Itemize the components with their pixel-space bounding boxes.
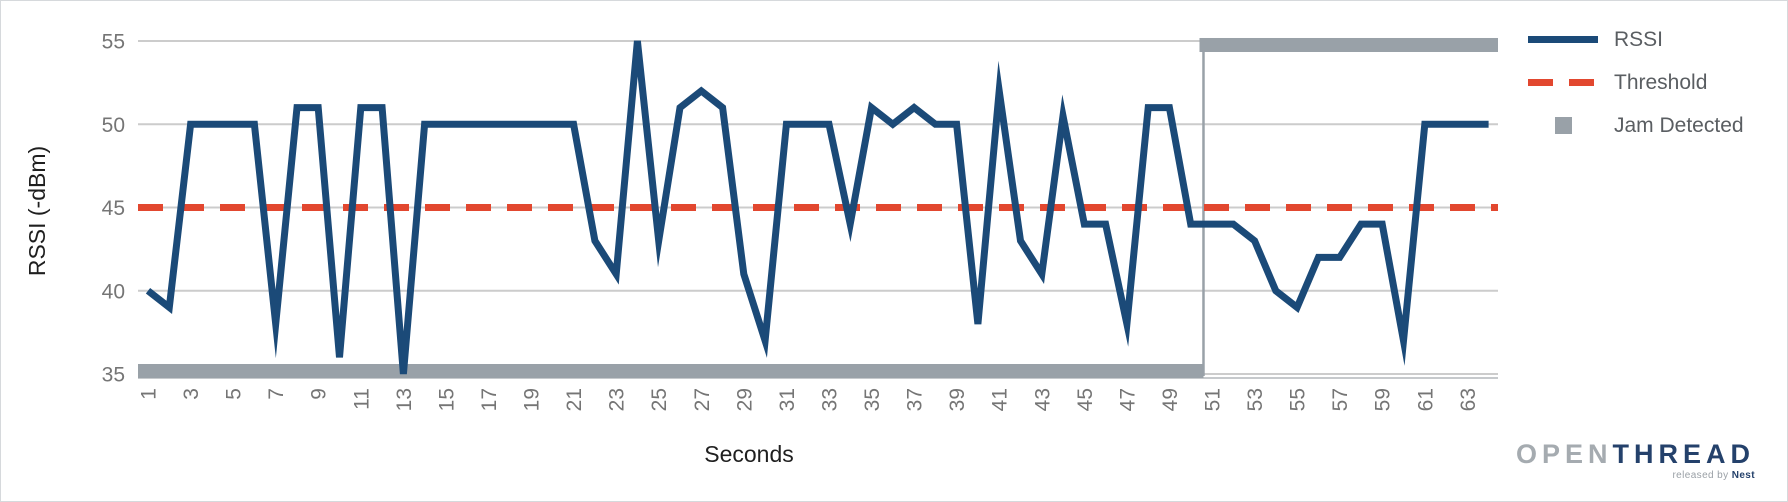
rssi-line-swatch bbox=[1528, 36, 1598, 43]
legend-item-threshold: Threshold bbox=[1528, 61, 1744, 104]
chart-legend: RSSI Threshold Jam Detected bbox=[1528, 18, 1744, 147]
x-tick-label: 27 bbox=[691, 388, 714, 411]
x-tick-label: 35 bbox=[861, 388, 884, 411]
x-tick-label: 5 bbox=[223, 388, 246, 400]
x-tick-label: 49 bbox=[1159, 388, 1182, 411]
x-tick-label: 25 bbox=[648, 388, 671, 411]
x-tick-label: 37 bbox=[904, 388, 927, 411]
x-tick-label: 17 bbox=[478, 388, 501, 411]
legend-label-rssi: RSSI bbox=[1614, 27, 1664, 51]
y-tick-label: 35 bbox=[102, 364, 125, 387]
legend-label-threshold: Threshold bbox=[1614, 70, 1708, 94]
openthread-logo: OPENTHREAD released by Nest bbox=[1516, 441, 1755, 482]
x-tick-label: 47 bbox=[1116, 388, 1139, 411]
threshold-dash-swatch bbox=[1528, 79, 1598, 86]
legend-item-rssi: RSSI bbox=[1528, 18, 1744, 61]
logo-open-text: OPEN bbox=[1515, 439, 1613, 469]
x-tick-label: 39 bbox=[946, 388, 969, 411]
logo-tagline: released by Nest bbox=[1516, 470, 1755, 481]
legend-item-jam-detected: Jam Detected bbox=[1528, 104, 1744, 147]
legend-label-jam-detected: Jam Detected bbox=[1614, 113, 1744, 137]
x-tick-label: 3 bbox=[180, 388, 203, 400]
x-tick-label: 57 bbox=[1329, 388, 1352, 411]
x-tick-label: 31 bbox=[776, 388, 799, 411]
x-axis-title: Seconds bbox=[704, 441, 794, 467]
jam-bar-active bbox=[1199, 37, 1498, 52]
x-tick-label: 61 bbox=[1414, 388, 1437, 411]
x-tick-label: 41 bbox=[989, 388, 1012, 411]
x-tick-label: 9 bbox=[308, 388, 331, 400]
x-tick-label: 19 bbox=[521, 388, 544, 411]
y-tick-label: 40 bbox=[102, 280, 125, 303]
x-tick-label: 45 bbox=[1074, 388, 1097, 411]
x-tick-label: 11 bbox=[350, 388, 373, 410]
x-tick-label: 29 bbox=[733, 388, 756, 411]
x-tick-label: 21 bbox=[563, 388, 586, 411]
y-axis-tick-labels: 35 40 45 50 55 bbox=[102, 31, 125, 387]
logo-thread-text: THREAD bbox=[1612, 439, 1755, 469]
x-tick-label: 43 bbox=[1031, 388, 1054, 411]
y-tick-label: 45 bbox=[102, 197, 125, 220]
logo-tagline-prefix: released by bbox=[1672, 470, 1732, 481]
x-tick-label: 59 bbox=[1372, 388, 1395, 411]
rssi-series bbox=[145, 40, 1489, 375]
y-tick-label: 50 bbox=[102, 114, 125, 137]
x-axis-tick-labels: 1 3 5 7 9 11 13 15 17 19 21 23 25 27 29 31 33 35 37 39 41 43 4… bbox=[138, 388, 1480, 411]
x-tick-label: 33 bbox=[818, 388, 841, 411]
x-tick-label: 1 bbox=[138, 388, 161, 400]
x-tick-label: 53 bbox=[1244, 388, 1267, 411]
rssi-line bbox=[145, 40, 1489, 375]
x-tick-label: 13 bbox=[393, 388, 416, 411]
x-tick-label: 51 bbox=[1202, 388, 1225, 411]
x-tick-label: 63 bbox=[1457, 388, 1480, 411]
y-tick-label: 55 bbox=[102, 31, 125, 54]
y-axis-title: RSSI (-dBm) bbox=[24, 146, 50, 276]
openthread-wordmark: OPENTHREAD bbox=[1516, 441, 1755, 468]
x-tick-label: 7 bbox=[265, 388, 288, 400]
jam-bar-inactive bbox=[138, 364, 1204, 378]
x-tick-label: 23 bbox=[606, 388, 629, 411]
x-tick-label: 15 bbox=[435, 388, 458, 411]
jam-square-swatch bbox=[1528, 117, 1598, 134]
x-tick-label: 55 bbox=[1287, 388, 1310, 411]
logo-nest-text: Nest bbox=[1731, 470, 1755, 481]
